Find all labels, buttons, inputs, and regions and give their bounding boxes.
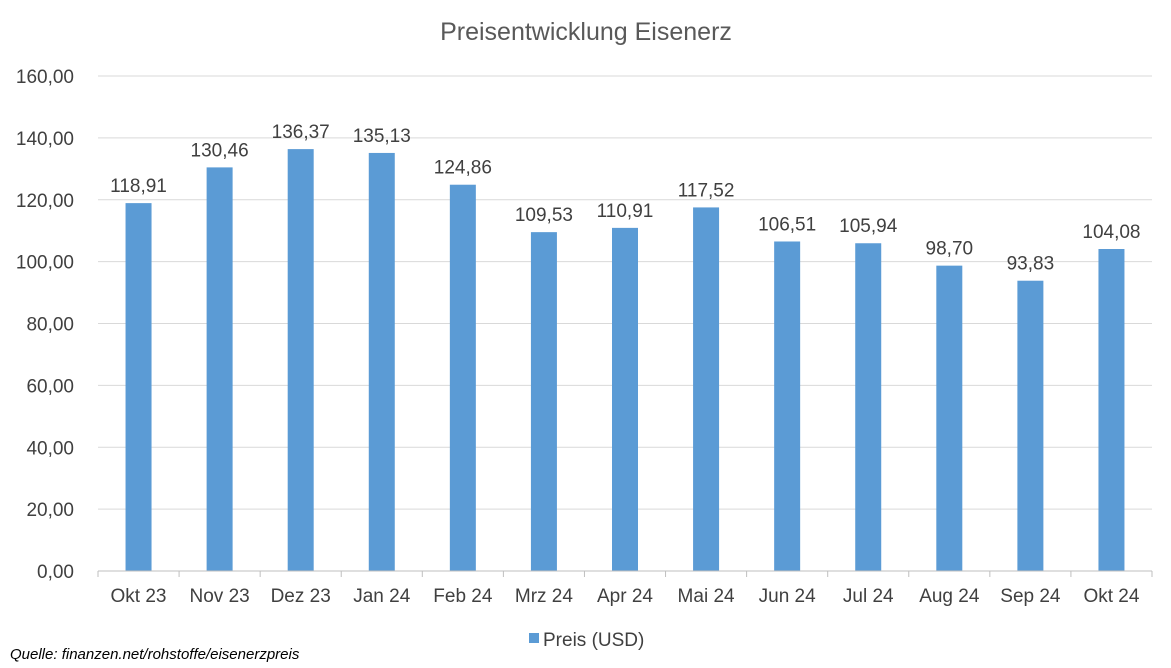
bar bbox=[287, 149, 314, 571]
data-label: 109,53 bbox=[515, 205, 573, 226]
source-note: Quelle: finanzen.net/rohstoffe/eisenerzp… bbox=[10, 646, 300, 663]
data-label: 117,52 bbox=[678, 180, 735, 201]
bar bbox=[1017, 280, 1044, 571]
bar bbox=[774, 241, 801, 571]
data-label: 130,46 bbox=[191, 140, 249, 161]
data-label: 105,94 bbox=[839, 216, 898, 237]
y-axis-ticks: 0,00 20,00 40,00 60,00 80,00 100,00 120,00 140,… bbox=[16, 67, 74, 583]
data-label: 104,08 bbox=[1082, 222, 1140, 243]
legend-swatch bbox=[529, 633, 539, 643]
y-tick-label: 0,00 bbox=[37, 562, 74, 583]
x-tick-label: Mrz 24 bbox=[515, 586, 574, 607]
x-tick-label: Apr 24 bbox=[597, 586, 653, 607]
x-tick-label: Jul 24 bbox=[843, 586, 894, 607]
bar bbox=[368, 152, 395, 571]
data-label: 110,91 bbox=[597, 201, 654, 222]
x-axis: Okt 23 Nov 23 Dez 23 Jan 24 Feb 24 Mrz 24 Apr … bbox=[97, 570, 1153, 607]
data-label: 106,51 bbox=[758, 214, 816, 235]
y-tick-label: 40,00 bbox=[26, 438, 74, 459]
legend: Preis (USD) bbox=[529, 630, 644, 651]
data-label: 135,13 bbox=[353, 126, 411, 147]
bar bbox=[206, 167, 233, 571]
bar bbox=[530, 232, 557, 572]
y-tick-label: 160,00 bbox=[16, 67, 74, 88]
bar bbox=[936, 265, 963, 571]
x-tick-label: Aug 24 bbox=[919, 586, 980, 607]
x-tick-label: Okt 24 bbox=[1083, 586, 1139, 607]
data-label: 124,86 bbox=[434, 158, 492, 179]
x-tick-label: Jan 24 bbox=[353, 586, 410, 607]
y-tick-label: 140,00 bbox=[16, 129, 74, 150]
bar bbox=[1098, 249, 1125, 571]
x-tick-label: Nov 23 bbox=[190, 586, 250, 607]
x-tick-label: Mai 24 bbox=[678, 586, 735, 607]
x-tick-label: Feb 24 bbox=[433, 586, 493, 607]
x-tick-label: Dez 23 bbox=[271, 586, 331, 607]
bars bbox=[125, 149, 1125, 572]
data-label: 93,83 bbox=[1007, 254, 1055, 275]
bar bbox=[855, 243, 882, 572]
bar bbox=[693, 207, 720, 572]
bar bbox=[125, 203, 152, 571]
data-label: 118,91 bbox=[110, 176, 167, 197]
bar bbox=[449, 184, 476, 572]
x-tick-label: Jun 24 bbox=[759, 586, 816, 607]
y-tick-label: 60,00 bbox=[26, 376, 74, 397]
bar bbox=[612, 227, 638, 571]
legend-label: Preis (USD) bbox=[543, 630, 644, 651]
data-label: 98,70 bbox=[926, 239, 974, 260]
chart-title: Preisentwicklung Eisenerz bbox=[440, 18, 732, 46]
x-tick-label: Okt 23 bbox=[111, 586, 167, 607]
y-tick-label: 20,00 bbox=[26, 500, 74, 521]
data-label: 136,37 bbox=[272, 122, 330, 143]
y-tick-label: 100,00 bbox=[16, 253, 74, 274]
x-tick-label: Sep 24 bbox=[1000, 586, 1061, 607]
y-tick-label: 120,00 bbox=[16, 191, 74, 212]
y-tick-label: 80,00 bbox=[26, 315, 74, 336]
data-labels: 118,91 130,46 136,37 135,13 124,86 109,53 110,… bbox=[110, 122, 1140, 275]
